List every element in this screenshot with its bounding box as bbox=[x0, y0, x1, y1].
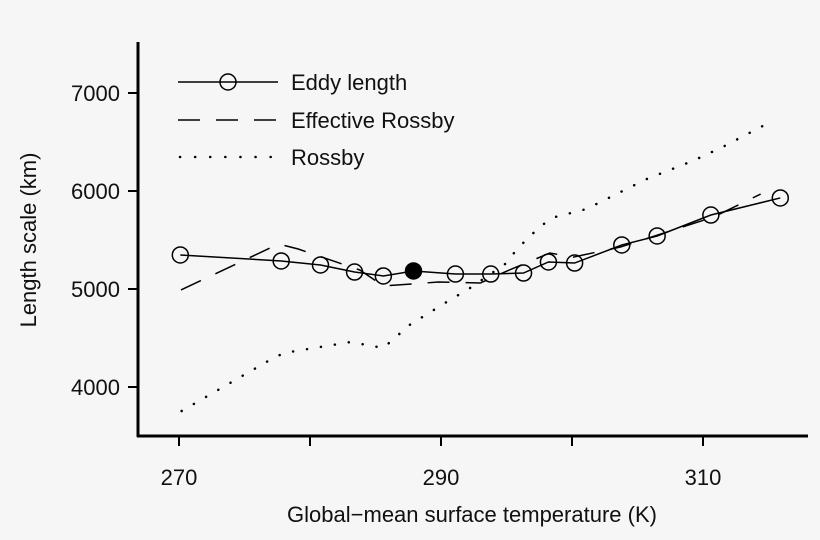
legend-label: Eddy length bbox=[291, 70, 407, 95]
data-point bbox=[771, 189, 790, 207]
legend-label: Rossby bbox=[291, 145, 364, 170]
data-point bbox=[345, 263, 364, 281]
data-point-filled bbox=[404, 262, 423, 280]
legend-item-effective-rossby: Effective Rossby bbox=[178, 108, 454, 133]
data-point bbox=[446, 265, 465, 283]
data-point bbox=[171, 246, 190, 264]
y-tick-label: 5000 bbox=[71, 277, 120, 302]
y-tick-label: 4000 bbox=[71, 375, 120, 400]
series-layer bbox=[171, 121, 790, 413]
data-point bbox=[482, 265, 500, 283]
x-tick-label: 310 bbox=[685, 465, 722, 490]
series-line-rossby bbox=[180, 121, 770, 413]
data-point bbox=[272, 252, 290, 270]
series-line-eddy-length bbox=[180, 197, 781, 277]
x-axis-label: Global−mean surface temperature (K) bbox=[287, 502, 657, 527]
data-point bbox=[613, 236, 631, 254]
data-point bbox=[311, 256, 330, 274]
series-line-effective-rossby bbox=[180, 193, 761, 291]
y-tick-label: 7000 bbox=[71, 81, 120, 106]
data-point bbox=[539, 253, 558, 271]
y-tick-label: 6000 bbox=[71, 179, 120, 204]
data-point bbox=[514, 264, 533, 282]
data-point bbox=[565, 254, 584, 272]
data-point bbox=[702, 206, 720, 224]
x-tick-label: 270 bbox=[161, 465, 198, 490]
legend-item-eddy-length: Eddy length bbox=[178, 70, 407, 95]
legend-swatch-circle bbox=[219, 73, 237, 91]
legend-item-rossby: Rossby bbox=[178, 145, 364, 170]
legend-label: Effective Rossby bbox=[291, 108, 454, 133]
data-point bbox=[648, 227, 666, 245]
x-tick-label: 290 bbox=[423, 465, 460, 490]
data-point bbox=[374, 267, 393, 285]
y-axis-label: Length scale (km) bbox=[16, 153, 41, 328]
legend: Eddy length Effective Rossby Rossby bbox=[178, 70, 454, 170]
ticks-layer: 270 290 310 4000 5000 6000 7000 bbox=[71, 81, 721, 490]
